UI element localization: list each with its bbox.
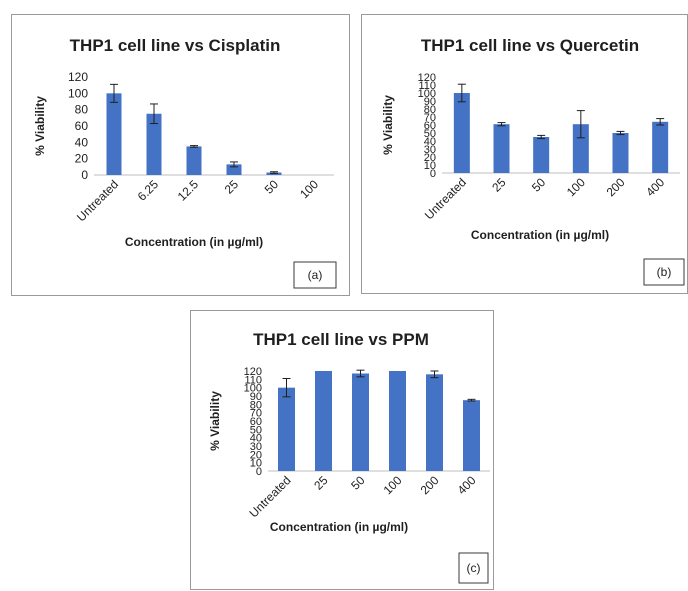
y-axis-label-ppm: % Viability: [208, 391, 222, 451]
bar-ppm: [426, 374, 443, 471]
category-label-ppm: 50: [348, 473, 368, 493]
panel-tag-box-cisplatin: [293, 261, 337, 289]
category-label-ppm: 200: [418, 473, 442, 497]
panel-tag-ppm: (c): [467, 561, 481, 575]
bar-cisplatin: [106, 93, 122, 175]
y-tick-label-quercetin: 20: [424, 152, 436, 164]
category-label-quercetin: 50: [529, 175, 549, 195]
y-tick-label-quercetin: 80: [424, 104, 436, 116]
y-tick-label-ppm: 0: [256, 466, 262, 478]
category-label-cisplatin: 100: [297, 177, 321, 201]
category-label-ppm: 100: [381, 473, 405, 497]
chart-panel-cisplatin: THP1 cell line vs Cisplatin 0 20 40 60 80 100 1…: [11, 14, 350, 296]
y-tick-label-quercetin: 10: [424, 160, 436, 172]
chart-title-cisplatin: THP1 cell line vs Cisplatin: [70, 36, 281, 55]
y-tick-label-cisplatin: 60: [75, 119, 89, 133]
bar-quercetin: [453, 93, 470, 173]
y-tick-label-cisplatin: 120: [68, 70, 88, 84]
bar-quercetin: [652, 121, 669, 173]
category-label-ppm: Untreated: [246, 473, 293, 520]
category-label-ppm: 25: [311, 473, 331, 493]
bar-ppm: [315, 371, 332, 471]
category-label-cisplatin: 12.5: [175, 177, 202, 204]
y-tick-label-ppm: 70: [250, 408, 262, 420]
x-axis-label-quercetin: Concentration (in µg/ml): [471, 228, 609, 242]
y-tick-label-quercetin: 70: [424, 112, 436, 124]
y-tick-label-cisplatin: 100: [68, 86, 88, 100]
x-axis-label-ppm: Concentration (in µg/ml): [270, 520, 408, 534]
category-label-quercetin: 400: [643, 175, 667, 199]
y-tick-label-quercetin: 0: [430, 168, 436, 180]
category-label-cisplatin: 25: [222, 177, 242, 197]
category-label-quercetin: 200: [604, 175, 628, 199]
bar-ppm: [389, 371, 406, 471]
bar-quercetin: [612, 133, 629, 173]
y-tick-label-quercetin: 50: [424, 128, 436, 140]
panel-tag-box-quercetin: [643, 258, 685, 286]
panel-tag-box-ppm: [458, 552, 489, 584]
bar-cisplatin: [146, 113, 162, 175]
y-tick-label-ppm: 120: [244, 366, 262, 378]
y-axis-label-quercetin: % Viability: [381, 95, 395, 155]
bar-cisplatin: [226, 164, 242, 175]
y-tick-label-ppm: 60: [250, 416, 262, 428]
chart-svg-cisplatin: THP1 cell line vs Cisplatin 0 20 40 60 80 100 1…: [33, 36, 337, 289]
bar-quercetin: [572, 124, 589, 173]
y-tick-label-cisplatin: 40: [75, 135, 89, 149]
y-tick-label-ppm: 100: [244, 383, 262, 395]
y-tick-label-cisplatin: 80: [75, 103, 89, 117]
chart-panel-quercetin: THP1 cell line vs Quercetin 0 10 20 30 40 50 60…: [361, 14, 688, 294]
chart-svg-quercetin: THP1 cell line vs Quercetin0102030405060…: [381, 36, 685, 286]
category-label-quercetin: Untreated: [422, 175, 469, 222]
bar-cisplatin: [186, 146, 202, 175]
y-tick-label-cisplatin: 20: [75, 152, 89, 166]
bar-ppm: [463, 400, 480, 471]
y-tick-label-ppm: 90: [250, 391, 262, 403]
y-tick-label-quercetin: 90: [424, 96, 436, 108]
y-tick-label-ppm: 50: [250, 424, 262, 436]
y-axis-label-cisplatin: % Viability: [33, 96, 47, 156]
y-tick-label-ppm: 40: [250, 433, 262, 445]
category-label-ppm: 400: [455, 473, 479, 497]
category-label-quercetin: 25: [489, 175, 509, 195]
y-tick-label-ppm: 30: [250, 441, 262, 453]
y-tick-label-quercetin: 110: [418, 80, 436, 92]
y-tick-label-ppm: 80: [250, 399, 262, 411]
x-axis-label-cisplatin: Concentration (in µg/ml): [125, 235, 263, 249]
panel-tag-quercetin: (b): [657, 265, 672, 279]
y-tick-label-quercetin: 60: [424, 120, 436, 132]
chart-svg-ppm: THP1 cell line vs PPM0102030405060708090…: [208, 330, 490, 584]
y-tick-label-ppm: 110: [244, 374, 262, 386]
panel-tag-cisplatin: (a): [308, 268, 323, 282]
y-tick-label-quercetin: 120: [418, 72, 436, 84]
chart-panel-ppm: THP1 cell line vs PPM 0 10 20 30 40 50 60 70 80 90…: [190, 310, 494, 590]
y-tick-label-ppm: 10: [250, 458, 262, 470]
bar-quercetin: [533, 137, 550, 173]
y-tick-label-cisplatin: 0: [81, 168, 88, 182]
bar-ppm: [278, 387, 295, 471]
bar-quercetin: [493, 124, 510, 173]
chart-title-quercetin: THP1 cell line vs Quercetin: [421, 36, 639, 55]
category-label-cisplatin: 6.25: [135, 177, 162, 204]
y-tick-label-quercetin: 40: [424, 136, 436, 148]
category-label-cisplatin: Untreated: [74, 177, 121, 224]
chart-title-ppm: THP1 cell line vs PPM: [253, 330, 429, 349]
bar-ppm: [352, 373, 369, 471]
y-tick-label-quercetin: 30: [424, 144, 436, 156]
category-label-quercetin: 100: [564, 175, 588, 199]
y-tick-label-ppm: 20: [250, 449, 262, 461]
category-label-cisplatin: 50: [262, 177, 282, 197]
y-tick-label-quercetin: 100: [418, 88, 436, 100]
